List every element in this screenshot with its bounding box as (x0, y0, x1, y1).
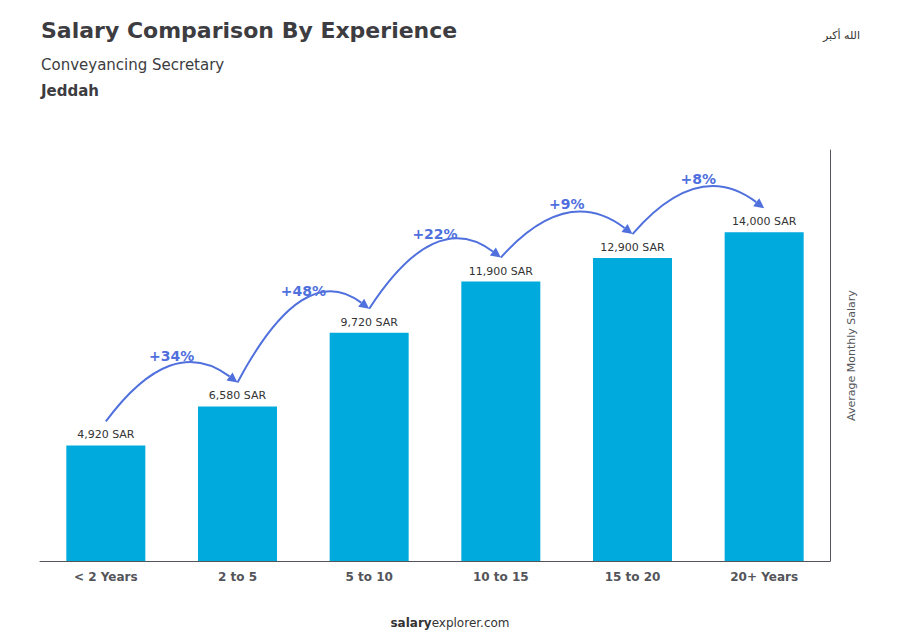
svg-text:Conveyancing Secretary: Conveyancing Secretary (41, 56, 224, 74)
svg-text:6,580 SAR: 6,580 SAR (209, 389, 267, 402)
svg-text:Jeddah: Jeddah (40, 82, 99, 100)
svg-text:2 to 5: 2 to 5 (218, 570, 257, 584)
svg-text:10 to 15: 10 to 15 (473, 570, 529, 584)
svg-text:+22%: +22% (412, 226, 457, 242)
svg-text:+48%: +48% (281, 283, 326, 299)
svg-text:الله أكبر: الله أكبر (822, 28, 860, 42)
svg-text:5 to 10: 5 to 10 (345, 570, 392, 584)
svg-text:12,900 SAR: 12,900 SAR (600, 241, 665, 254)
svg-text:+8%: +8% (681, 171, 717, 187)
svg-text:11,900 SAR: 11,900 SAR (469, 265, 534, 278)
svg-text:Salary Comparison By Experienc: Salary Comparison By Experience (41, 18, 457, 43)
svg-text:salary: salary (390, 616, 431, 630)
svg-text:< 2 Years: < 2 Years (74, 570, 138, 584)
svg-text:9,720 SAR: 9,720 SAR (340, 316, 398, 329)
svg-text:+34%: +34% (149, 348, 194, 364)
svg-text:4,920 SAR: 4,920 SAR (77, 428, 135, 441)
svg-text:Average Monthly Salary: Average Monthly Salary (845, 290, 858, 421)
svg-text:20+ Years: 20+ Years (730, 570, 798, 584)
svg-text:14,000 SAR: 14,000 SAR (732, 215, 797, 228)
svg-text:+9%: +9% (549, 196, 585, 212)
svg-text:15 to 20: 15 to 20 (605, 570, 661, 584)
svg-text:explorer.com: explorer.com (432, 616, 510, 630)
